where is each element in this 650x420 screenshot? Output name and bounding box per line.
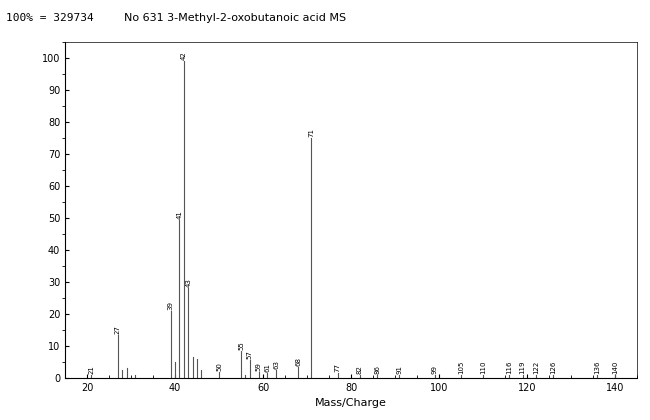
Text: 42: 42: [181, 52, 187, 60]
Text: 122: 122: [533, 361, 539, 374]
Text: 105: 105: [458, 360, 464, 374]
Text: 110: 110: [480, 360, 486, 374]
Text: 77: 77: [335, 363, 341, 372]
Text: 27: 27: [115, 325, 121, 334]
Text: 68: 68: [295, 357, 301, 366]
Text: 82: 82: [357, 365, 363, 374]
Text: 63: 63: [273, 360, 280, 369]
Text: 50: 50: [216, 362, 222, 370]
Text: 140: 140: [612, 360, 618, 374]
Text: 86: 86: [374, 365, 380, 374]
Text: 100% = 329734: 100% = 329734: [6, 13, 94, 23]
Text: 57: 57: [247, 351, 253, 360]
Text: 43: 43: [185, 278, 191, 287]
Text: 119: 119: [519, 360, 526, 374]
X-axis label: Mass/Charge: Mass/Charge: [315, 399, 387, 408]
Text: 59: 59: [255, 362, 261, 370]
Text: 136: 136: [594, 360, 601, 374]
Text: No 631 3-Methyl-2-oxobutanoic acid MS: No 631 3-Methyl-2-oxobutanoic acid MS: [124, 13, 346, 23]
Text: 55: 55: [238, 341, 244, 350]
Text: 71: 71: [308, 128, 315, 137]
Text: 126: 126: [551, 360, 556, 374]
Text: 39: 39: [168, 301, 174, 310]
Text: 91: 91: [396, 365, 402, 374]
Text: 99: 99: [432, 365, 437, 374]
Text: 116: 116: [506, 360, 512, 374]
Text: 41: 41: [176, 210, 183, 219]
Text: 61: 61: [265, 363, 270, 372]
Text: 21: 21: [88, 365, 94, 374]
